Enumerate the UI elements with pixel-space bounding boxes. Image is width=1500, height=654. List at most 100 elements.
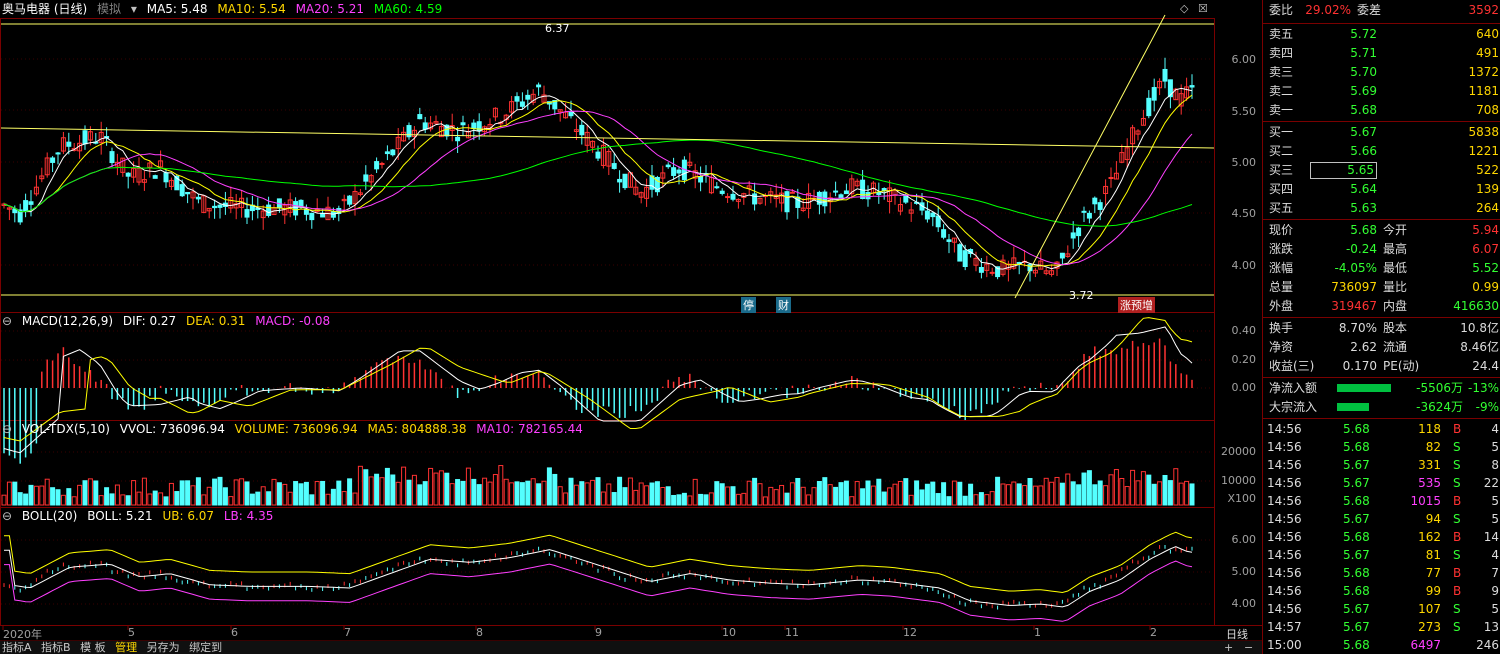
bid-row-4[interactable]: 买四 5.64 139	[1263, 180, 1500, 199]
tick-row[interactable]: 14:56 5.67 535 S 22	[1263, 474, 1500, 492]
tick-volume: 6497	[1410, 638, 1441, 652]
bid-row-2[interactable]: 买二 5.66 1221	[1263, 142, 1500, 161]
volume-bar	[897, 480, 903, 506]
volume-bar	[55, 489, 61, 506]
xaxis-label: 11	[785, 626, 799, 639]
diamond-icon[interactable]: ◇	[1180, 2, 1189, 15]
volume-bar	[876, 478, 882, 506]
volume-bar	[482, 477, 488, 506]
volume-bar	[411, 474, 417, 506]
tick-row[interactable]: 14:56 5.68 118 B 4	[1263, 420, 1500, 438]
candle-body	[395, 136, 401, 150]
candle-body	[908, 209, 914, 214]
volume-bar	[660, 487, 666, 506]
candle-body	[1167, 79, 1173, 98]
bid-row-5[interactable]: 买五 5.63 264	[1263, 199, 1500, 218]
tick-row[interactable]: 14:56 5.67 107 S 5	[1263, 600, 1500, 618]
chevron-down-icon[interactable]: ▾	[130, 2, 137, 16]
volume-bar	[260, 486, 266, 506]
volume-bar	[606, 483, 612, 506]
candle-body	[158, 160, 164, 168]
candle-body	[228, 197, 234, 209]
candle-body	[1119, 152, 1125, 163]
vol-ma10: MA10: 782165.44	[476, 422, 583, 436]
tick-row[interactable]: 14:56 5.67 94 S 5	[1263, 510, 1500, 528]
ask-row-3[interactable]: 卖三 5.70 1372	[1263, 63, 1500, 82]
plus-icon[interactable]: +	[1224, 641, 1234, 654]
tick-price: 5.67	[1343, 620, 1370, 634]
tick-row[interactable]: 14:56 5.67 81 S 4	[1263, 546, 1500, 564]
tab-indicator-b[interactable]: 指标B	[41, 641, 71, 654]
bid-row-3[interactable]: 买三 5.65 522	[1263, 161, 1500, 180]
candle-body	[800, 207, 806, 212]
event-forecast-label: 预	[1131, 299, 1142, 312]
candle-body	[363, 174, 369, 182]
weicha-value: 3592	[1468, 3, 1499, 17]
candle-body	[1189, 85, 1195, 88]
ma60-line	[3, 139, 1193, 227]
event-stop[interactable]: 停	[741, 297, 756, 313]
close-box-icon[interactable]: ☒	[1198, 2, 1208, 15]
panel-toggle-icon[interactable]: ⊖	[2, 509, 13, 523]
tick-row[interactable]: 14:56 5.68 77 B 7	[1263, 564, 1500, 582]
volume-bar	[590, 479, 596, 506]
period-selector[interactable]: 日线	[1226, 628, 1248, 641]
candle-body	[147, 162, 153, 168]
ma5-line	[3, 87, 1193, 270]
volume-bar	[962, 495, 968, 506]
flow-row[interactable]: 净流入额 -5506万 -13%	[1263, 379, 1500, 398]
flow-row[interactable]: 大宗流入 -3624万 -9%	[1263, 398, 1500, 417]
tick-row[interactable]: 15:00 5.68 6497 246	[1263, 636, 1500, 654]
event-finance[interactable]: 财	[776, 297, 791, 313]
panel-toggle-icon[interactable]: ⊖	[2, 422, 13, 436]
tick-count: 5	[1491, 602, 1499, 616]
volume-bar	[449, 483, 455, 506]
tick-time: 14:56	[1267, 584, 1302, 598]
bid-vol: 522	[1476, 163, 1499, 177]
candle-body	[784, 191, 790, 213]
tick-side: S	[1453, 602, 1461, 616]
tick-row[interactable]: 14:56 5.67 331 S 8	[1263, 456, 1500, 474]
volume-bar	[39, 485, 45, 506]
tick-price: 5.67	[1343, 548, 1370, 562]
tab-indicator-a[interactable]: 指标A	[2, 641, 32, 654]
ask-row-4[interactable]: 卖四 5.71 491	[1263, 44, 1500, 63]
candle-body	[336, 208, 342, 215]
ask-row-5[interactable]: 卖五 5.72 640	[1263, 25, 1500, 44]
candle-body	[746, 185, 752, 189]
ask-row-2[interactable]: 卖二 5.69 1181	[1263, 82, 1500, 101]
tick-time: 14:56	[1267, 548, 1302, 562]
candle-body	[552, 100, 558, 110]
event-rise[interactable]: 涨预增	[1118, 297, 1155, 313]
macd-dea-line	[3, 317, 1193, 442]
volume-bar	[914, 480, 920, 506]
tab-save-as[interactable]: 另存为	[146, 641, 180, 654]
minus-icon[interactable]: −	[1244, 641, 1254, 654]
kline-yaxis-4.00: 4.00	[1231, 259, 1257, 272]
tick-time: 14:57	[1267, 620, 1302, 634]
tab-manage[interactable]: 管理	[115, 641, 138, 654]
tick-row[interactable]: 14:56 5.68 162 B 14	[1263, 528, 1500, 546]
candle-body	[973, 257, 979, 266]
panel-toggle-icon[interactable]: ⊖	[2, 314, 13, 328]
tab-template[interactable]: 模 板	[80, 641, 106, 654]
candle-body	[995, 266, 1001, 278]
candle-body	[638, 192, 644, 198]
ask-row-1[interactable]: 卖一 5.68 708	[1263, 101, 1500, 120]
kline-chart-canvas[interactable]	[0, 0, 1262, 654]
volume-bar	[298, 483, 304, 506]
tick-row[interactable]: 14:56 5.68 99 B 9	[1263, 582, 1500, 600]
volume-bar	[617, 476, 623, 506]
tick-row[interactable]: 14:56 5.68 82 S 5	[1263, 438, 1500, 456]
tick-row[interactable]: 14:57 5.67 273 S 13	[1263, 618, 1500, 636]
candle-body	[287, 199, 293, 213]
tick-row[interactable]: 14:56 5.68 1015 B 5	[1263, 492, 1500, 510]
chart-area[interactable]: 奥马电器 (日线) 模拟 ▾ MA5: 5.48 MA10: 5.54 MA20…	[0, 0, 1262, 654]
kline-yaxis-6.00: 6.00	[1231, 53, 1257, 66]
candle-body	[1011, 257, 1017, 269]
tab-bind-to[interactable]: 绑定到	[189, 641, 223, 654]
macd-value: MACD: -0.08	[255, 314, 331, 328]
stat-value: 0.99	[1472, 280, 1499, 294]
tick-count: 13	[1483, 620, 1499, 634]
bid-row-1[interactable]: 买一 5.67 5838	[1263, 123, 1500, 142]
